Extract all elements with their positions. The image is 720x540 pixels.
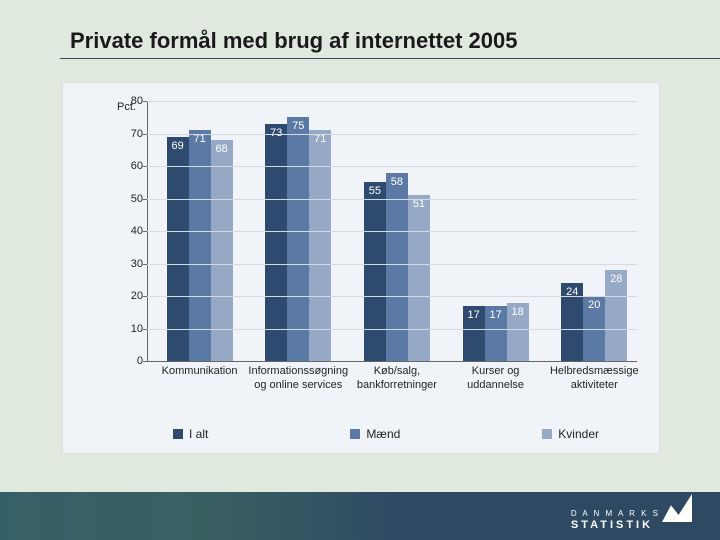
category-label: Kurser oguddannelse	[445, 365, 547, 393]
y-tick	[143, 296, 147, 297]
bar-value: 75	[287, 120, 309, 132]
bar-value: 71	[309, 133, 331, 145]
brand-line1: D A N M A R K S	[571, 509, 660, 519]
y-tick-label: 10	[123, 323, 143, 335]
page-title: Private formål med brug af internettet 2…	[70, 28, 720, 58]
legend-item-total: I alt	[173, 427, 208, 441]
bar: 17	[463, 306, 485, 361]
gridline	[147, 101, 637, 102]
y-tick-label: 80	[123, 95, 143, 107]
gridline	[147, 329, 637, 330]
bar-value: 68	[211, 143, 233, 155]
brand-text: D A N M A R K S STATISTIK	[571, 509, 660, 532]
y-tick-label: 0	[123, 355, 143, 367]
x-axis	[147, 361, 637, 362]
bar: 71	[189, 130, 211, 361]
y-tick	[143, 329, 147, 330]
gridline	[147, 296, 637, 297]
gridline	[147, 231, 637, 232]
footer-decor	[0, 492, 400, 540]
legend-swatch	[542, 429, 552, 439]
gridline	[147, 264, 637, 265]
y-tick	[143, 101, 147, 102]
category-label: Køb/salg,bankforretninger	[346, 365, 448, 393]
legend-item-women: Kvinder	[542, 427, 599, 441]
bar: 17	[485, 306, 507, 361]
bar-value: 17	[485, 309, 507, 321]
y-tick	[143, 264, 147, 265]
y-tick	[143, 166, 147, 167]
bar-value: 18	[507, 306, 529, 318]
title-underline	[60, 58, 720, 59]
legend-swatch	[350, 429, 360, 439]
footer: D A N M A R K S STATISTIK	[0, 492, 720, 540]
y-tick-label: 20	[123, 290, 143, 302]
bar: 75	[287, 117, 309, 361]
bar: 73	[265, 124, 287, 361]
gridline	[147, 134, 637, 135]
bar-value: 69	[167, 140, 189, 152]
y-tick-label: 50	[123, 193, 143, 205]
bar-value: 51	[408, 198, 430, 210]
legend-label: Kvinder	[558, 427, 599, 441]
bar: 58	[386, 173, 408, 362]
legend-label: I alt	[189, 427, 208, 441]
bar-value: 17	[463, 309, 485, 321]
bar: 55	[364, 182, 386, 361]
legend-item-men: Mænd	[350, 427, 400, 441]
legend-swatch	[173, 429, 183, 439]
gridline	[147, 166, 637, 167]
y-tick-label: 30	[123, 258, 143, 270]
category-label: Informationssøgningog online services	[247, 365, 349, 393]
y-tick	[143, 231, 147, 232]
gridline	[147, 199, 637, 200]
bar-value: 55	[364, 185, 386, 197]
bar: 18	[507, 303, 529, 362]
y-tick	[143, 199, 147, 200]
chart-panel: Pct. 697168737571555851171718242028 0102…	[62, 82, 660, 454]
bar: 24	[561, 283, 583, 361]
legend-label: Mænd	[366, 427, 400, 441]
category-label: Helbredsmæssigeaktiviteter	[543, 365, 645, 393]
bar-value: 20	[583, 299, 605, 311]
title-block: Private formål med brug af internettet 2…	[70, 28, 720, 58]
y-tick	[143, 134, 147, 135]
bar-value: 58	[386, 176, 408, 188]
bar: 69	[167, 137, 189, 361]
bar-value: 71	[189, 133, 211, 145]
y-tick-label: 60	[123, 160, 143, 172]
bar: 28	[605, 270, 627, 361]
brand-logo-icon	[662, 494, 692, 522]
bar: 51	[408, 195, 430, 361]
y-tick-label: 70	[123, 128, 143, 140]
brand-line2: STATISTIK	[571, 519, 660, 532]
bar: 71	[309, 130, 331, 361]
y-tick-label: 40	[123, 225, 143, 237]
category-label: Kommunikation	[149, 365, 251, 379]
plot-area: Pct. 697168737571555851171718242028 0102…	[107, 101, 637, 361]
legend: I alt Mænd Kvinder	[173, 427, 599, 441]
bar-value: 28	[605, 273, 627, 285]
slide: Private formål med brug af internettet 2…	[0, 0, 720, 540]
brand-logo	[670, 500, 708, 532]
